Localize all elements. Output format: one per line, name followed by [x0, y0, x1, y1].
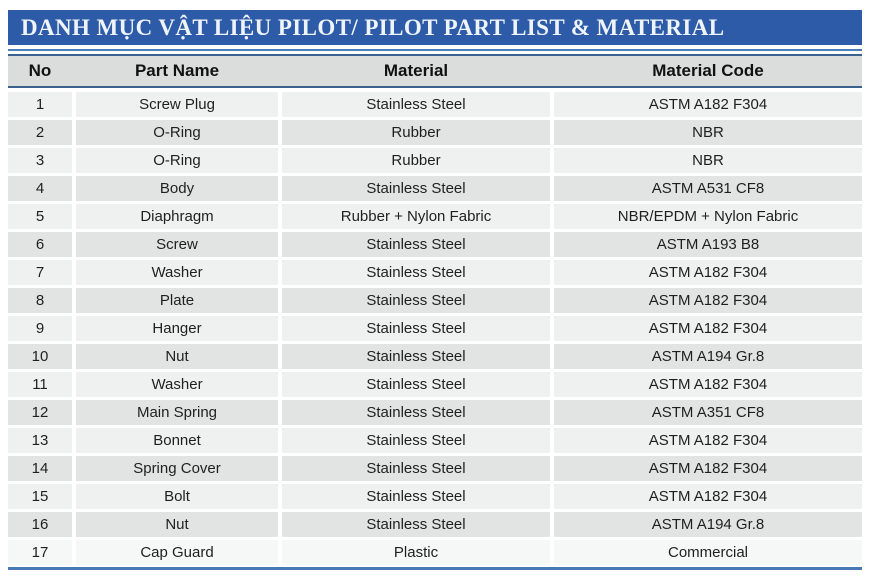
cell-material-code: ASTM A531 CF8 — [554, 176, 862, 201]
cell-no: 6 — [8, 232, 72, 257]
table-row: 8 Plate Stainless Steel ASTM A182 F304 — [8, 288, 862, 313]
cell-no: 3 — [8, 148, 72, 173]
cell-material: Stainless Steel — [282, 92, 550, 117]
table-row: 2 O-Ring Rubber NBR — [8, 120, 862, 145]
cell-material-code: ASTM A182 F304 — [554, 372, 862, 397]
cell-material: Stainless Steel — [282, 176, 550, 201]
cell-part-name: Diaphragm — [76, 204, 278, 229]
cell-part-name: Screw — [76, 232, 278, 257]
cell-material: Stainless Steel — [282, 316, 550, 341]
table-row: 13 Bonnet Stainless Steel ASTM A182 F304 — [8, 428, 862, 453]
cell-material: Plastic — [282, 540, 550, 565]
cell-no: 17 — [8, 540, 72, 565]
table-body: 1 Screw Plug Stainless Steel ASTM A182 F304… — [8, 92, 862, 565]
table-row: 7 Washer Stainless Steel ASTM A182 F304 — [8, 260, 862, 285]
cell-no: 13 — [8, 428, 72, 453]
table-row: 17 Cap Guard Plastic Commercial — [8, 540, 862, 565]
cell-material: Stainless Steel — [282, 484, 550, 509]
cell-material-code: ASTM A182 F304 — [554, 316, 862, 341]
cell-no: 9 — [8, 316, 72, 341]
cell-no: 14 — [8, 456, 72, 481]
page-title: DANH MỤC VẬT LIỆU PILOT/ PILOT PART LIST… — [21, 14, 725, 40]
column-header-part-name: Part Name — [134, 61, 220, 80]
cell-material: Stainless Steel — [282, 428, 550, 453]
cell-material-code: ASTM A182 F304 — [554, 260, 862, 285]
cell-material-code: ASTM A182 F304 — [554, 92, 862, 117]
cell-material-code: Commercial — [554, 540, 862, 565]
cell-material-code: ASTM A194 Gr.8 — [554, 344, 862, 369]
cell-no: 12 — [8, 400, 72, 425]
cell-no: 16 — [8, 512, 72, 537]
cell-material-code: ASTM A182 F304 — [554, 456, 862, 481]
cell-part-name: Cap Guard — [76, 540, 278, 565]
cell-material: Stainless Steel — [282, 288, 550, 313]
cell-material-code: ASTM A182 F304 — [554, 288, 862, 313]
cell-part-name: Body — [76, 176, 278, 201]
cell-part-name: O-Ring — [76, 120, 278, 145]
cell-material-code: ASTM A182 F304 — [554, 484, 862, 509]
table-row: 4 Body Stainless Steel ASTM A531 CF8 — [8, 176, 862, 201]
cell-material: Stainless Steel — [282, 344, 550, 369]
cell-material-code: ASTM A182 F304 — [554, 428, 862, 453]
table-header: No Part Name Material Material Code — [8, 54, 862, 88]
cell-no: 15 — [8, 484, 72, 509]
cell-material: Stainless Steel — [282, 512, 550, 537]
cell-part-name: Hanger — [76, 316, 278, 341]
cell-material-code: NBR — [554, 148, 862, 173]
cell-no: 7 — [8, 260, 72, 285]
cell-part-name: Plate — [76, 288, 278, 313]
table-row: 14 Spring Cover Stainless Steel ASTM A182 F… — [8, 456, 862, 481]
cell-no: 4 — [8, 176, 72, 201]
cell-part-name: Nut — [76, 344, 278, 369]
cell-material: Rubber + Nylon Fabric — [282, 204, 550, 229]
cell-material: Rubber — [282, 148, 550, 173]
title-bar: DANH MỤC VẬT LIỆU PILOT/ PILOT PART LIST… — [8, 10, 862, 45]
title-divider — [8, 49, 862, 51]
cell-part-name: Main Spring — [76, 400, 278, 425]
cell-part-name: Bolt — [76, 484, 278, 509]
cell-no: 5 — [8, 204, 72, 229]
cell-material: Stainless Steel — [282, 456, 550, 481]
cell-part-name: Washer — [76, 260, 278, 285]
cell-material: Stainless Steel — [282, 400, 550, 425]
cell-part-name: Bonnet — [76, 428, 278, 453]
cell-material: Stainless Steel — [282, 260, 550, 285]
cell-no: 2 — [8, 120, 72, 145]
table-row: 16 Nut Stainless Steel ASTM A194 Gr.8 — [8, 512, 862, 537]
cell-part-name: Spring Cover — [76, 456, 278, 481]
cell-material: Stainless Steel — [282, 232, 550, 257]
pilot-part-list-document: DANH MỤC VẬT LIỆU PILOT/ PILOT PART LIST… — [8, 10, 862, 570]
table-row: 3 O-Ring Rubber NBR — [8, 148, 862, 173]
cell-part-name: Screw Plug — [76, 92, 278, 117]
column-header-material: Material — [383, 61, 449, 80]
cell-material-code: ASTM A193 B8 — [554, 232, 862, 257]
cell-material-code: ASTM A351 CF8 — [554, 400, 862, 425]
table-row: 15 Bolt Stainless Steel ASTM A182 F304 — [8, 484, 862, 509]
column-header-no: No — [28, 61, 52, 80]
column-header-material-code: Material Code — [652, 61, 764, 80]
cell-material: Stainless Steel — [282, 372, 550, 397]
cell-no: 8 — [8, 288, 72, 313]
cell-part-name: O-Ring — [76, 148, 278, 173]
table-row: 1 Screw Plug Stainless Steel ASTM A182 F304 — [8, 92, 862, 117]
cell-no: 11 — [8, 372, 72, 397]
cell-part-name: Nut — [76, 512, 278, 537]
table-row: 6 Screw Stainless Steel ASTM A193 B8 — [8, 232, 862, 257]
cell-no: 1 — [8, 92, 72, 117]
table-row: 12 Main Spring Stainless Steel ASTM A351 CF… — [8, 400, 862, 425]
table-row: 11 Washer Stainless Steel ASTM A182 F304 — [8, 372, 862, 397]
cell-material-code: NBR/EPDM + Nylon Fabric — [554, 204, 862, 229]
table-row: 9 Hanger Stainless Steel ASTM A182 F304 — [8, 316, 862, 341]
cell-material-code: NBR — [554, 120, 862, 145]
cell-material-code: ASTM A194 Gr.8 — [554, 512, 862, 537]
cell-material: Rubber — [282, 120, 550, 145]
cell-part-name: Washer — [76, 372, 278, 397]
table-row: 10 Nut Stainless Steel ASTM A194 Gr.8 — [8, 344, 862, 369]
table-row: 5 Diaphragm Rubber + Nylon Fabric NBR/EPDM … — [8, 204, 862, 229]
cell-no: 10 — [8, 344, 72, 369]
table-bottom-border — [8, 567, 862, 570]
